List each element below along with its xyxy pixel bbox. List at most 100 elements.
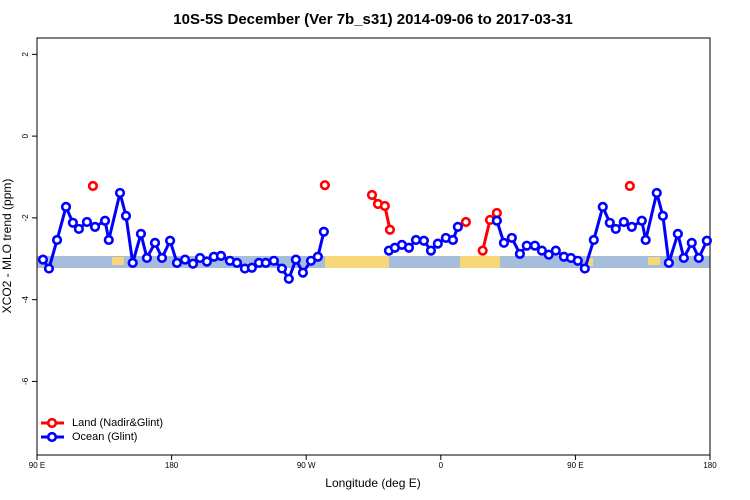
data-point bbox=[156, 252, 168, 264]
data-point bbox=[672, 228, 683, 239]
plot-frame bbox=[36, 37, 711, 456]
data-point bbox=[588, 234, 599, 246]
data-point bbox=[425, 245, 437, 256]
data-point bbox=[610, 223, 621, 235]
data-point bbox=[521, 240, 532, 251]
data-point bbox=[305, 255, 317, 266]
data-point bbox=[215, 250, 227, 262]
data-point bbox=[171, 257, 183, 268]
data-point bbox=[579, 263, 590, 274]
data-point bbox=[384, 224, 396, 235]
data-point bbox=[536, 245, 547, 256]
x-tick-label: 0 bbox=[439, 461, 444, 470]
series bbox=[87, 180, 635, 256]
y-tick-label: -4 bbox=[21, 296, 30, 304]
data-point bbox=[276, 263, 288, 274]
data-point bbox=[597, 201, 608, 212]
data-point bbox=[379, 200, 390, 212]
data-point bbox=[260, 257, 271, 268]
data-point bbox=[120, 210, 132, 221]
legend-marker bbox=[46, 417, 58, 429]
x-axis-label: Longitude (deg E) bbox=[325, 476, 420, 490]
data-point bbox=[283, 273, 294, 284]
land-strip bbox=[460, 256, 500, 268]
data-point bbox=[319, 180, 330, 191]
data-point bbox=[201, 256, 212, 267]
data-point bbox=[73, 223, 84, 235]
data-point bbox=[452, 221, 463, 232]
data-point bbox=[141, 252, 153, 264]
series bbox=[37, 187, 712, 284]
data-point bbox=[135, 228, 147, 239]
x-tick-label: 180 bbox=[165, 461, 179, 470]
data-point bbox=[51, 234, 63, 246]
data-point bbox=[366, 189, 378, 201]
data-point bbox=[37, 254, 49, 265]
data-point bbox=[543, 249, 554, 260]
data-point bbox=[624, 180, 635, 192]
data-point bbox=[81, 216, 93, 228]
data-point bbox=[640, 234, 651, 246]
legend: Land (Nadir&Glint) Ocean (Glint) bbox=[41, 417, 163, 443]
x-tick-label: 90 E bbox=[567, 461, 583, 470]
x-tick-label: 90 E bbox=[29, 461, 45, 470]
land-strip bbox=[325, 256, 389, 268]
data-point bbox=[678, 252, 689, 264]
data-point bbox=[651, 187, 662, 199]
data-point bbox=[149, 237, 161, 248]
legend-marker bbox=[46, 431, 58, 443]
data-point bbox=[187, 258, 199, 269]
data-point bbox=[179, 254, 191, 265]
data-point bbox=[693, 252, 704, 264]
data-point bbox=[701, 235, 712, 246]
map-strip bbox=[37, 256, 710, 268]
data-point bbox=[99, 215, 111, 226]
x-tick-label: 180 bbox=[703, 461, 717, 470]
data-point bbox=[318, 226, 329, 237]
data-point bbox=[165, 235, 176, 246]
data-point bbox=[103, 234, 114, 246]
legend-label: Land (Nadir&Glint) bbox=[72, 417, 163, 429]
data-point bbox=[290, 254, 301, 265]
data-point bbox=[498, 237, 510, 248]
data-point bbox=[246, 262, 258, 273]
land-strip bbox=[648, 257, 660, 265]
data-point bbox=[127, 257, 138, 268]
data-point bbox=[268, 255, 279, 266]
data-point bbox=[447, 234, 459, 246]
data-point bbox=[231, 257, 243, 268]
data-point bbox=[87, 180, 99, 192]
data-point bbox=[491, 207, 502, 219]
data-point bbox=[89, 221, 101, 232]
data-point bbox=[618, 216, 629, 228]
data-point bbox=[529, 240, 540, 251]
legend-label: Ocean (Glint) bbox=[72, 431, 137, 443]
data-point bbox=[43, 263, 55, 274]
data-point bbox=[460, 216, 472, 228]
data-point bbox=[514, 248, 526, 259]
data-point bbox=[572, 255, 583, 266]
y-tick-label: -2 bbox=[21, 214, 30, 222]
data-point bbox=[114, 187, 126, 199]
data-point bbox=[550, 245, 561, 256]
land-strip bbox=[585, 258, 593, 266]
data-point bbox=[636, 215, 647, 226]
data-point bbox=[297, 267, 309, 278]
data-point bbox=[418, 235, 430, 246]
y-tick-label: 2 bbox=[21, 52, 30, 57]
data-point bbox=[67, 217, 78, 228]
data-point bbox=[663, 257, 674, 268]
chart-title: 10S-5S December (Ver 7b_s31) 2014-09-06 … bbox=[173, 11, 572, 28]
data-point bbox=[403, 242, 415, 253]
data-point bbox=[657, 210, 668, 221]
data-point bbox=[506, 232, 517, 244]
land-strip bbox=[112, 257, 124, 265]
data-point bbox=[686, 237, 697, 248]
data-point bbox=[491, 215, 502, 226]
data-point bbox=[626, 221, 637, 232]
y-tick-label: 0 bbox=[21, 133, 30, 138]
data-point bbox=[312, 251, 323, 262]
data-point bbox=[604, 217, 615, 228]
